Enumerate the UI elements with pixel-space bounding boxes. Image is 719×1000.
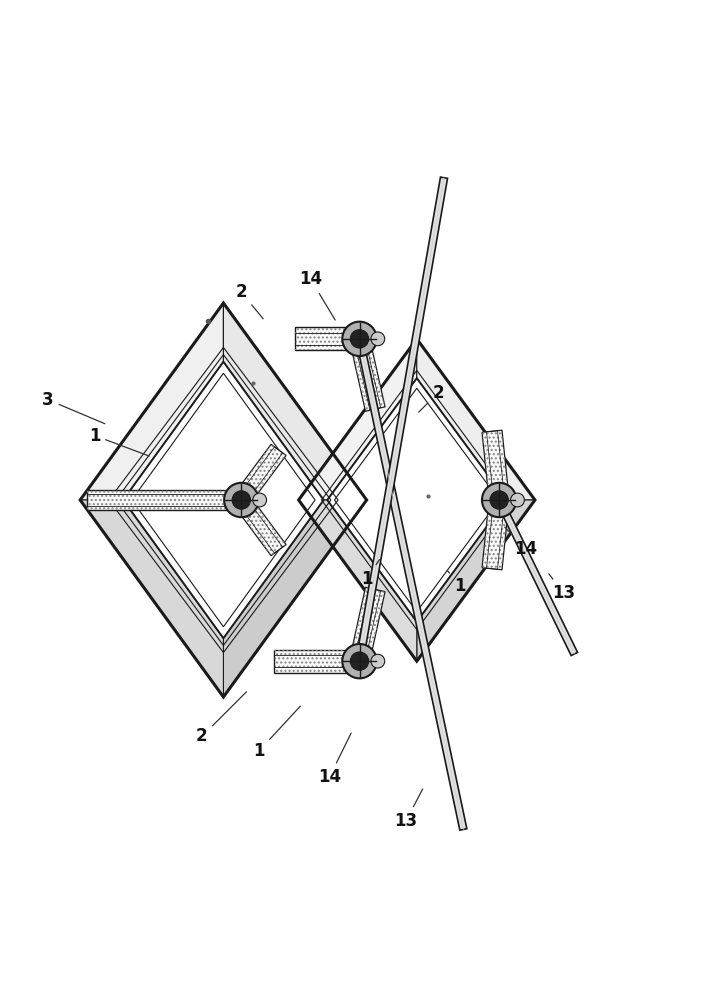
Polygon shape [356,338,467,830]
Text: 13: 13 [549,574,575,602]
Circle shape [350,330,369,348]
Text: 1: 1 [254,706,301,760]
Text: 1: 1 [361,560,380,588]
Circle shape [350,652,369,670]
Circle shape [224,483,259,517]
Circle shape [342,644,377,678]
Polygon shape [81,500,224,697]
Text: 14: 14 [318,733,351,786]
Circle shape [371,332,385,346]
Circle shape [253,493,267,507]
Polygon shape [87,490,242,510]
Circle shape [371,654,385,668]
Polygon shape [298,500,417,661]
Text: 2: 2 [196,692,247,745]
Text: 14: 14 [299,270,335,320]
Polygon shape [81,303,224,500]
Polygon shape [482,430,509,501]
Polygon shape [224,303,367,500]
Circle shape [510,493,524,507]
Text: 1: 1 [447,570,465,595]
Text: 2: 2 [418,384,444,412]
Circle shape [342,322,377,356]
Circle shape [490,491,508,509]
Polygon shape [224,500,367,697]
Text: 14: 14 [505,527,537,558]
Polygon shape [234,494,286,556]
Polygon shape [234,444,286,506]
Polygon shape [298,339,417,500]
Text: 2: 2 [236,283,263,319]
Polygon shape [496,498,577,656]
Polygon shape [499,489,506,511]
Polygon shape [356,177,447,662]
Text: 1: 1 [88,427,150,456]
Polygon shape [417,500,535,661]
Polygon shape [327,378,506,622]
Text: 3: 3 [42,391,105,424]
Polygon shape [417,339,535,500]
Polygon shape [295,327,360,350]
Polygon shape [123,362,324,638]
Circle shape [232,491,250,509]
Polygon shape [349,587,385,663]
Text: 13: 13 [395,789,423,830]
Polygon shape [349,337,385,411]
Polygon shape [273,650,360,673]
Circle shape [482,483,516,517]
Polygon shape [482,499,509,570]
